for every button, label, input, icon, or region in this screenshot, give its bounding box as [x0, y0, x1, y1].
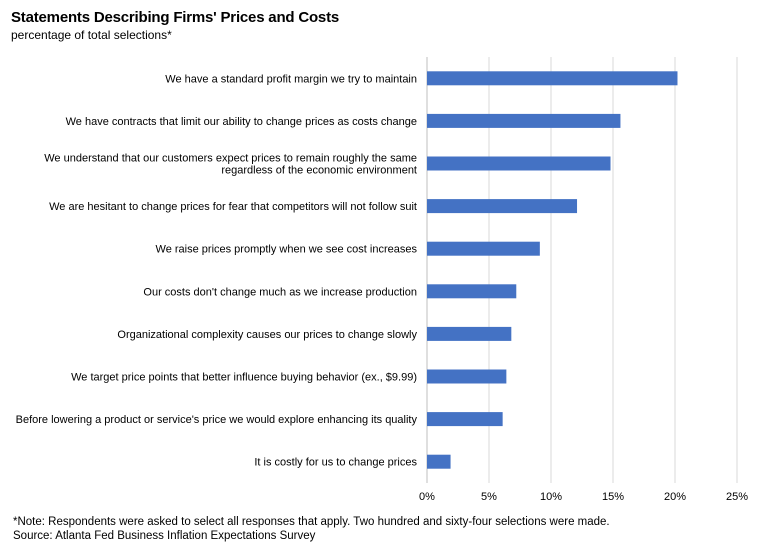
bar	[427, 326, 512, 341]
bar	[427, 369, 507, 384]
chart-notes: *Note: Respondents were asked to select …	[13, 515, 610, 543]
category-label: It is costly for us to change prices	[254, 457, 417, 469]
bar	[427, 113, 621, 128]
source-note: Source: Atlanta Fed Business Inflation E…	[13, 530, 316, 542]
category-label: Our costs don't change much as we increa…	[143, 286, 417, 298]
category-label: We are hesitant to change prices for fea…	[49, 201, 417, 213]
footnote: *Note: Respondents were asked to select …	[13, 516, 610, 528]
x-tick-label: 15%	[602, 491, 624, 503]
category-labels: We have a standard profit margin we try …	[16, 73, 418, 468]
bar	[427, 156, 611, 171]
bar	[427, 71, 678, 86]
gridlines	[426, 57, 738, 483]
x-tick-label: 5%	[481, 491, 497, 503]
category-label: Organizational complexity causes our pri…	[117, 329, 417, 341]
x-tick-label: 10%	[540, 491, 562, 503]
chart-subtitle: percentage of total selections*	[11, 28, 172, 42]
bar	[427, 199, 578, 214]
category-label: We target price points that better influ…	[71, 372, 417, 384]
bar	[427, 454, 451, 469]
bar	[427, 412, 503, 427]
category-label: We have contracts that limit our ability…	[66, 116, 417, 128]
bar	[427, 284, 517, 299]
bars	[427, 71, 678, 469]
category-label: We raise prices promptly when we see cos…	[156, 244, 418, 256]
chart-title: Statements Describing Firms' Prices and …	[11, 9, 340, 26]
x-axis-ticks: 0% 5% 10% 15% 20% 25%	[419, 491, 748, 503]
category-label: Before lowering a product or service's p…	[16, 414, 418, 426]
category-label: We have a standard profit margin we try …	[165, 73, 417, 85]
bar	[427, 241, 540, 256]
x-tick-label: 0%	[419, 491, 435, 503]
x-tick-label: 20%	[664, 491, 686, 503]
category-label: We understand that our customers expect …	[44, 153, 417, 177]
x-tick-label: 25%	[726, 491, 748, 503]
